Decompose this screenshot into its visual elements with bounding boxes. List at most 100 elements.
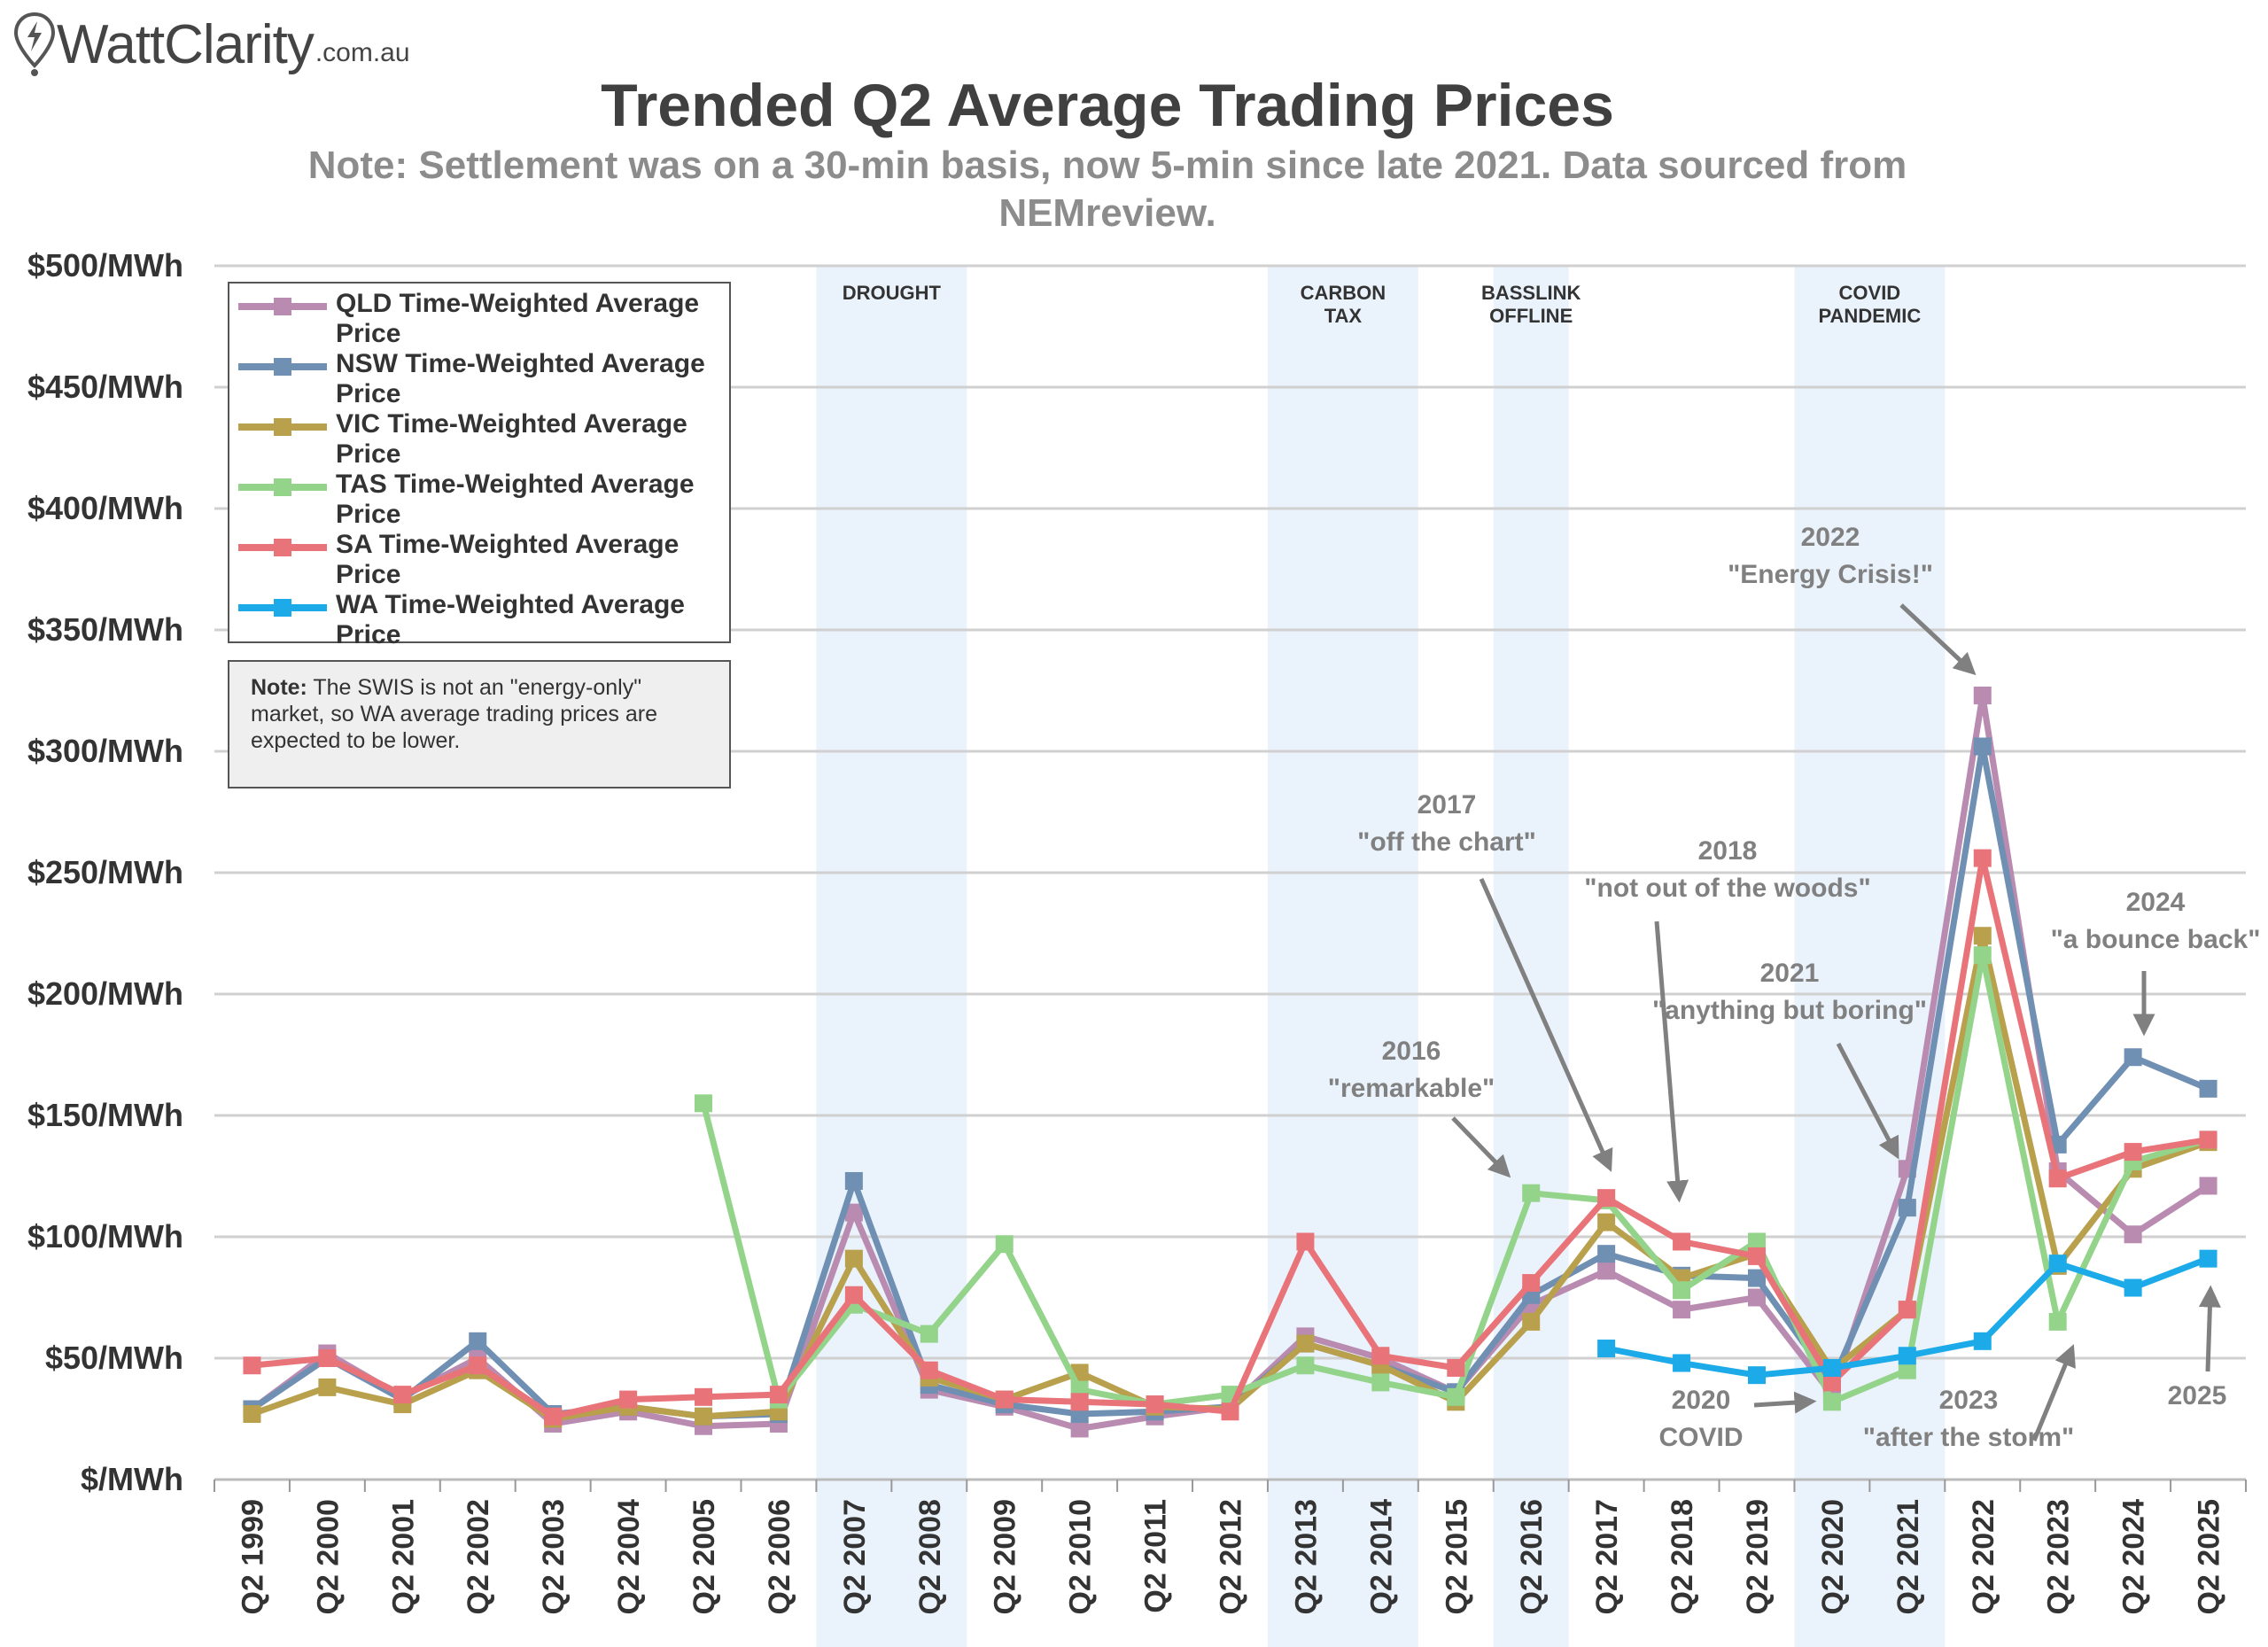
- x-tick-label: Q2 2009: [989, 1499, 1022, 1614]
- legend-label: VIC Time-Weighted Average Price: [336, 409, 687, 469]
- data-point: [2048, 1312, 2067, 1331]
- y-tick-label: $500/MWh: [27, 247, 183, 284]
- annotation-year: 2025: [2168, 1381, 2227, 1410]
- annotation-year: 2016: [1382, 1037, 1441, 1066]
- wattclarity-logo: WattClarity .com.au: [12, 9, 410, 80]
- data-point: [920, 1361, 938, 1379]
- data-point: [2124, 1143, 2142, 1161]
- data-point: [995, 1390, 1014, 1409]
- data-point: [1673, 1354, 1691, 1372]
- data-point: [2048, 1169, 2067, 1188]
- data-point: [318, 1378, 337, 1396]
- lightning-pin-icon: [13, 12, 56, 76]
- x-tick-label: Q2 2014: [1364, 1499, 1398, 1615]
- data-point: [2199, 1079, 2218, 1098]
- annotation-year: 2018: [1698, 836, 1758, 866]
- data-point: [2048, 1255, 2067, 1273]
- data-point: [1673, 1232, 1691, 1251]
- x-tick-label: Q2 2008: [913, 1499, 947, 1614]
- legend-item: TAS Time-Weighted Average Price: [237, 470, 722, 530]
- data-point: [1673, 1301, 1691, 1319]
- data-point: [769, 1386, 788, 1404]
- data-point: [1898, 1347, 1916, 1365]
- shaded-period-2: [1493, 266, 1569, 1647]
- note-text: The SWIS is not an "energy-only" market,…: [251, 675, 657, 753]
- legend-item: NSW Time-Weighted Average Price: [237, 349, 722, 409]
- x-tick-label: Q2 2011: [1139, 1499, 1173, 1613]
- x-tick-label: Q2 2025: [2193, 1499, 2226, 1614]
- annotation-caption: "Energy Crisis!": [1728, 560, 1933, 589]
- x-tick-label: Q2 2004: [612, 1499, 646, 1615]
- data-point: [2199, 1130, 2218, 1149]
- x-tick-label: Q2 2018: [1666, 1499, 1699, 1614]
- annotation-5: 2024 "a bounce back": [2051, 888, 2260, 1037]
- shaded-period-label: BASSLINK: [1481, 282, 1581, 304]
- annotation-caption: COVID: [1658, 1423, 1743, 1452]
- data-point: [619, 1390, 638, 1409]
- shaded-period-1: [1267, 266, 1418, 1647]
- annotation-arrow: [1836, 1042, 1899, 1160]
- data-point: [1822, 1373, 1841, 1392]
- data-point: [1597, 1340, 1616, 1358]
- legend-swatch: [238, 478, 327, 496]
- data-point: [2199, 1177, 2218, 1195]
- annotation-year: 2023: [1939, 1386, 1999, 1415]
- x-tick-label: Q2 1999: [236, 1499, 269, 1614]
- legend-item: QLD Time-Weighted Average Price: [237, 289, 722, 349]
- series-sa: [243, 849, 2218, 1426]
- x-tick-label: Q2 2000: [311, 1499, 345, 1614]
- data-point: [1973, 849, 1992, 867]
- data-point: [1597, 1189, 1616, 1208]
- annotation-3: 2021 "anything but boring": [1652, 959, 1927, 1160]
- data-point: [2199, 1249, 2218, 1268]
- data-point: [1221, 1402, 1239, 1421]
- data-point: [1898, 1361, 1916, 1379]
- x-tick-label: Q2 2002: [462, 1499, 495, 1614]
- legend-label: TAS Time-Weighted Average Price: [336, 470, 695, 529]
- x-tick-label: Q2 2007: [838, 1499, 872, 1614]
- annotation-arrow: [1753, 1391, 1817, 1414]
- series-wa: [1597, 1249, 2218, 1385]
- x-tick-label: Q2 2017: [1590, 1499, 1624, 1614]
- chart-subtitle: Note: Settlement was on a 30-min basis, …: [307, 144, 1907, 235]
- data-point: [695, 1094, 713, 1113]
- data-point: [1070, 1393, 1089, 1411]
- annotation-0: 2016 "remarkable": [1328, 1037, 1511, 1178]
- logo-domain: .com.au: [315, 38, 410, 67]
- annotation-caption: "after the storm": [1863, 1423, 2075, 1452]
- data-point: [243, 1356, 261, 1375]
- annotation-year: 2021: [1760, 959, 1820, 988]
- y-tick-label: $400/MWh: [27, 490, 183, 526]
- swis-note-box: Note: The SWIS is not an "energy-only" m…: [228, 660, 731, 789]
- data-point: [1296, 1334, 1315, 1353]
- data-point: [1747, 1247, 1766, 1265]
- note-label: Note:: [251, 675, 307, 700]
- data-point: [1146, 1395, 1164, 1414]
- data-point: [1973, 946, 1992, 965]
- data-point: [844, 1203, 863, 1222]
- y-tick-label: $100/MWh: [27, 1218, 183, 1255]
- x-tick-label: Q2 2015: [1440, 1499, 1473, 1614]
- x-tick-label: Q2 2003: [537, 1499, 571, 1614]
- data-point: [1597, 1262, 1616, 1280]
- annotation-2: 2018 "not out of the woods": [1584, 836, 1871, 1203]
- data-point: [1898, 1301, 1916, 1319]
- x-tick-label: Q2 2013: [1289, 1499, 1323, 1614]
- annotation-8: 2025: [2168, 1285, 2227, 1410]
- data-point: [1296, 1356, 1315, 1375]
- shaded-period-label: PANDEMIC: [1819, 305, 1922, 327]
- shaded-period-label: OFFLINE: [1489, 305, 1573, 327]
- data-point: [318, 1349, 337, 1367]
- shaded-period-0: [816, 266, 967, 1647]
- y-tick-label: $/MWh: [81, 1461, 183, 1497]
- data-point: [1522, 1184, 1541, 1202]
- legend-swatch: [238, 539, 327, 556]
- x-tick-label: Q2 2022: [1967, 1499, 2000, 1614]
- annotation-1: 2017 "off the chart": [1357, 790, 1613, 1172]
- annotation-7: 2023 "after the storm": [1863, 1344, 2076, 1452]
- x-tick-label: Q2 2021: [1891, 1499, 1925, 1614]
- data-point: [1371, 1373, 1390, 1392]
- data-point: [1522, 1274, 1541, 1293]
- data-point: [1898, 1199, 1916, 1217]
- data-point: [1522, 1312, 1541, 1331]
